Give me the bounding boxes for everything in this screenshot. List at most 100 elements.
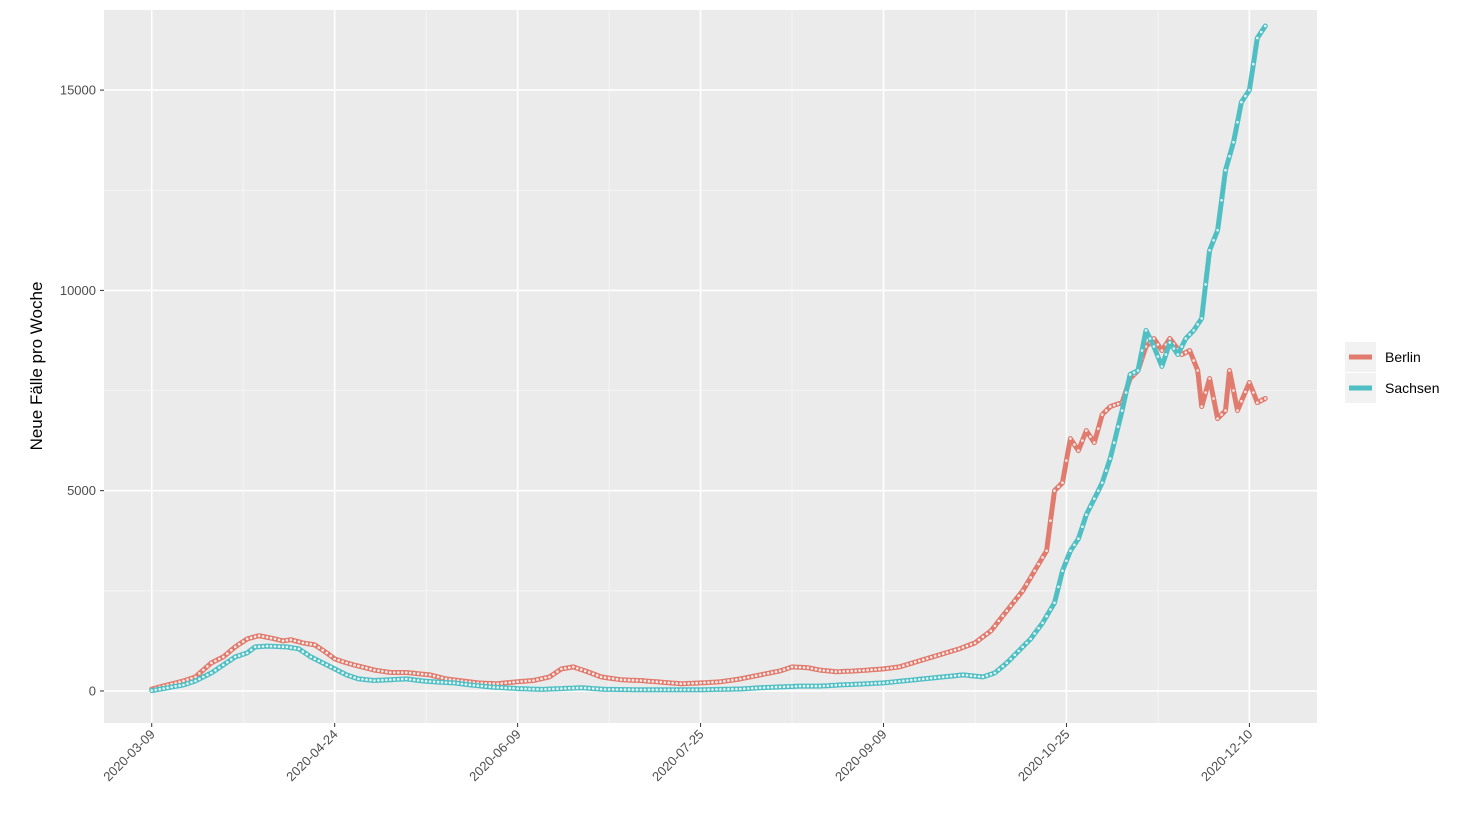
data-point <box>650 679 655 684</box>
data-point <box>949 674 954 679</box>
data-point <box>762 685 767 690</box>
data-point <box>277 638 281 642</box>
x-tick-label: 2020-06-09 <box>466 727 524 785</box>
data-point <box>925 676 930 681</box>
data-point <box>909 661 914 666</box>
data-point <box>1191 358 1196 363</box>
data-point <box>611 676 616 681</box>
data-point <box>666 687 671 692</box>
data-point <box>217 665 222 670</box>
data-point <box>682 687 687 692</box>
data-point <box>647 679 651 684</box>
data-point <box>1032 568 1037 573</box>
data-point <box>678 687 683 692</box>
data-point <box>869 681 874 686</box>
data-point <box>380 669 385 674</box>
data-point <box>265 644 270 649</box>
data-point <box>364 666 369 671</box>
data-point <box>607 687 612 692</box>
x-tick-label: 2020-09-09 <box>832 727 890 785</box>
data-point <box>1016 593 1021 598</box>
data-point <box>806 665 810 670</box>
data-point <box>515 679 520 684</box>
data-point <box>1156 354 1160 359</box>
data-point <box>360 677 365 682</box>
data-point <box>376 668 381 673</box>
data-point <box>189 680 194 685</box>
y-tick-label: 5000 <box>67 483 96 498</box>
data-point <box>491 685 496 690</box>
data-point <box>1152 344 1156 349</box>
data-point <box>249 635 254 640</box>
data-point <box>1008 603 1013 608</box>
data-point <box>527 678 532 683</box>
data-point <box>169 685 174 689</box>
data-point <box>833 683 838 688</box>
data-point <box>396 677 401 682</box>
data-point <box>1112 403 1117 408</box>
data-point <box>1112 440 1117 445</box>
data-point <box>825 669 830 673</box>
data-point <box>583 686 588 690</box>
data-point <box>623 678 627 682</box>
data-point <box>1044 614 1049 619</box>
data-point <box>1084 512 1089 517</box>
data-point <box>750 686 755 691</box>
data-point <box>913 660 918 665</box>
data-point <box>921 677 926 681</box>
data-point <box>837 683 842 687</box>
data-point <box>865 668 870 673</box>
data-point <box>969 673 973 678</box>
data-point <box>1136 368 1140 373</box>
data-point <box>428 673 433 677</box>
data-point <box>611 687 616 692</box>
data-point <box>1167 340 1172 345</box>
data-point <box>627 687 631 692</box>
data-point <box>973 674 977 679</box>
data-point <box>977 674 981 679</box>
data-point <box>1132 370 1137 375</box>
data-point <box>1100 480 1105 485</box>
data-point <box>567 686 572 691</box>
data-point <box>296 639 301 644</box>
data-point <box>965 673 969 678</box>
data-point <box>340 659 345 664</box>
data-point <box>1096 426 1101 431</box>
data-point <box>213 659 218 663</box>
data-point <box>539 676 544 681</box>
data-point <box>690 681 695 686</box>
data-point <box>515 686 520 691</box>
data-point <box>1199 316 1204 321</box>
y-tick-label: 0 <box>89 683 96 698</box>
data-point <box>810 666 814 671</box>
data-point <box>790 665 794 669</box>
data-point <box>1036 562 1041 567</box>
data-point <box>539 687 544 692</box>
data-point <box>273 637 277 641</box>
data-point <box>758 685 763 690</box>
data-point <box>444 680 448 685</box>
data-point <box>412 678 417 682</box>
data-point <box>392 670 397 675</box>
data-point <box>1052 600 1057 605</box>
data-point <box>937 675 942 680</box>
data-point <box>1239 399 1244 404</box>
data-point <box>949 649 954 654</box>
data-point <box>591 672 596 676</box>
data-point <box>599 687 604 692</box>
data-point <box>344 673 349 677</box>
plot-panel <box>104 10 1317 723</box>
data-point <box>885 680 890 685</box>
data-point <box>849 669 854 674</box>
data-point <box>448 680 452 685</box>
data-point <box>1020 588 1025 593</box>
data-point <box>778 669 783 673</box>
data-point <box>1116 424 1121 429</box>
data-point <box>213 668 218 673</box>
data-point <box>1024 641 1029 645</box>
data-point <box>798 684 802 689</box>
data-point <box>1251 390 1256 395</box>
data-point <box>483 684 488 689</box>
data-point <box>825 683 830 688</box>
data-point <box>873 667 878 672</box>
